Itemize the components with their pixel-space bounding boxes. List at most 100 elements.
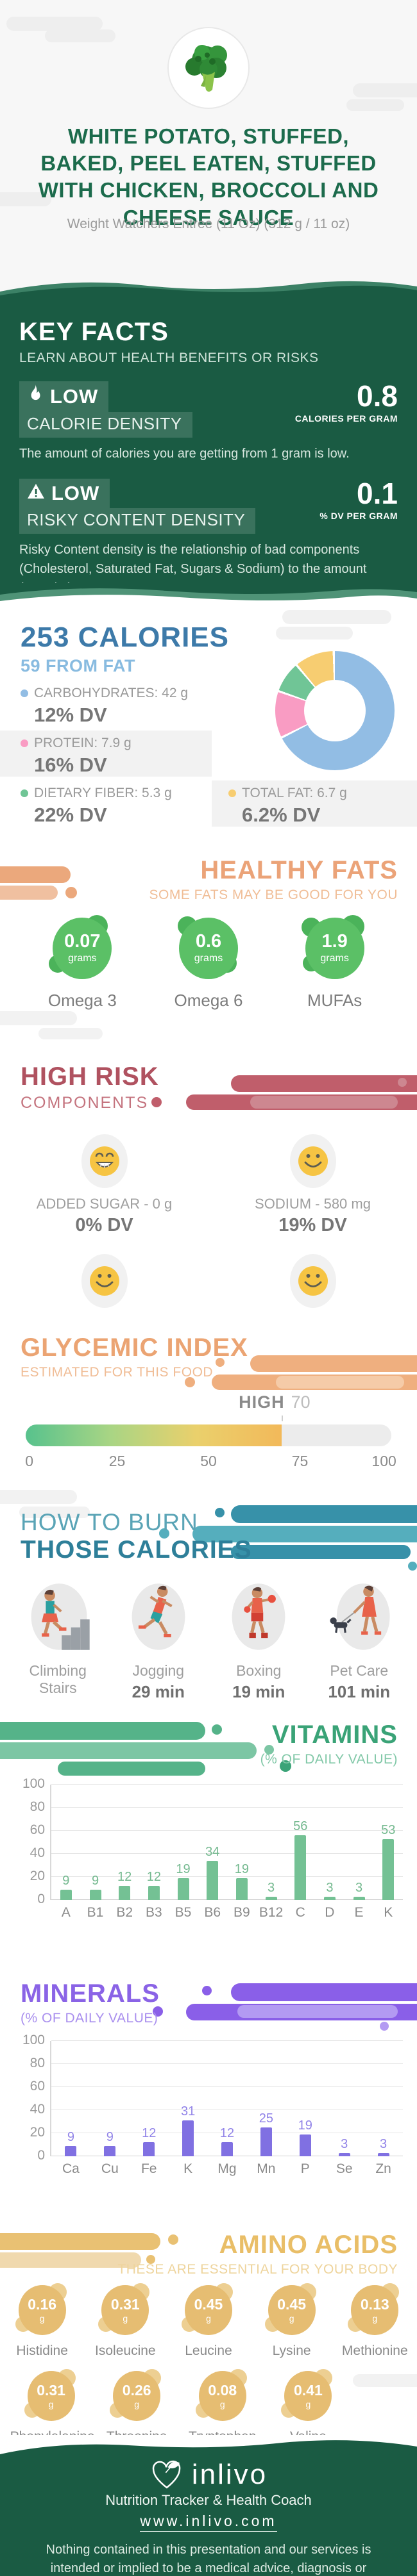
fact-description: The amount of calories you are getting f… [19, 447, 350, 461]
amino-acid-name: Isoleucine [95, 2343, 156, 2358]
cloud-decoration [346, 99, 404, 111]
x-axis-category-label: B6 [204, 1905, 221, 1920]
blob-decoration [398, 1078, 407, 1087]
blob-decoration [280, 1760, 291, 1772]
bar-value-label: 19 [234, 1862, 249, 1876]
x-axis-category-label: B3 [146, 1905, 162, 1920]
vitamins-title: VITAMINS [271, 1721, 398, 1749]
key-facts-subtitle: LEARN ABOUT HEALTH BENEFITS OR RISKS [19, 351, 319, 365]
blob-decoration [0, 886, 58, 900]
donut-hole [304, 680, 366, 741]
gold-blob-badge: 0.45 g [264, 2283, 319, 2337]
blob-decoration [264, 1745, 274, 1754]
bar-value-label: 12 [219, 2126, 235, 2141]
x-axis-category-label: B1 [87, 1905, 104, 1920]
x-axis-category-label: Mn [257, 2161, 276, 2176]
x-axis-category-label: Zn [375, 2161, 391, 2176]
blob-decoration [58, 1762, 205, 1776]
amino-acid-name: Leucine [185, 2343, 232, 2358]
amino-acid-leucine: 0.45 g Leucine [167, 2283, 250, 2359]
amino-acid-name: Phenylalanine [10, 2429, 95, 2435]
healthy-fats-title: HEALTHY FATS [200, 856, 398, 884]
blob-decoration [168, 2234, 178, 2245]
green-blob-badge: 0.07 grams [49, 915, 115, 982]
glycemic-scale: 0 25 50 75 100 [25, 1453, 396, 1469]
fiber-dot [21, 789, 28, 797]
gold-blob-badge: 0.08 g [195, 2369, 250, 2423]
bar [143, 2142, 155, 2156]
wave-divider [0, 2435, 417, 2457]
bar [148, 1886, 160, 1900]
blob-decoration [0, 2252, 141, 2268]
bar-value-label: 53 [381, 1822, 396, 1837]
brand-name: inlivo [191, 2459, 268, 2490]
website-link[interactable]: www.inlivo.com [140, 2513, 277, 2532]
gold-blob-badge: 0.31 g [24, 2369, 78, 2423]
boxing-figure [232, 1583, 285, 1650]
blob-decoration [151, 1097, 162, 1107]
amino-acid-name: Lysine [272, 2343, 311, 2358]
gridline: 80 [30, 2056, 403, 2070]
bar-value-label: 19 [176, 1862, 191, 1876]
gridline: 80 [30, 1799, 403, 1814]
y-axis-tick-label: 100 [22, 1776, 45, 1791]
x-axis-category-label: A [61, 1905, 71, 1920]
bar-value-label: 3 [380, 2136, 387, 2151]
bar [382, 1838, 395, 1900]
risk-sodium: SODIUM - 580 mg 19% DV [208, 1134, 417, 1236]
glycemic-value-label: HIGH 70 [239, 1392, 311, 1412]
bar [182, 2120, 194, 2156]
fact-calorie-density: LOW CALORIE DENSITY 0.8 CALORIES PER GRA… [19, 381, 398, 463]
bar [89, 1889, 101, 1900]
amino-row-2: 0.31g Phenylalanine 0.26g Threonine 0.08g Try… [6, 2369, 353, 2435]
amino-acid-name: Histidine [16, 2343, 68, 2358]
fact-value: 0.8 [357, 379, 398, 413]
x-axis-category-label: D [325, 1905, 335, 1920]
cloud-decoration [0, 1490, 77, 1504]
y-axis-tick-label: 60 [30, 2079, 45, 2093]
blob-decoration [276, 1376, 404, 1389]
smile-smiley-icon [81, 1254, 128, 1308]
gold-blob-badge: 0.45 g [181, 2283, 235, 2337]
legend-item-fiber: DIETARY FIBER: 5.3 g 22% DV [21, 786, 172, 827]
blob-decoration [202, 1986, 212, 1995]
smile-smiley-icon [289, 1134, 336, 1188]
warning-icon [27, 482, 45, 505]
blob-decoration [0, 866, 71, 883]
calories-from-fat: 59 FROM FAT [21, 656, 136, 675]
blob-decoration [231, 1983, 417, 2001]
food-image-circle [167, 27, 250, 109]
risk-added-sugar: ADDED SUGAR - 0 g 0% DV [0, 1134, 208, 1236]
bar [265, 1896, 277, 1900]
x-axis-category-label: Cu [101, 2161, 119, 2176]
green-blob-badge: 0.6 grams [175, 915, 242, 982]
bar-value-label: 9 [67, 2129, 74, 2144]
bar [207, 1860, 219, 1900]
healthy-fat-omega3: 0.07 grams Omega 3 [24, 915, 140, 1011]
x-axis-category-label: Se [336, 2161, 353, 2176]
burn-title-line2: THOSE CALORIES [21, 1536, 252, 1564]
amino-acid-valine: 0.41g Valine [267, 2369, 349, 2435]
y-axis-tick-label: 20 [30, 1869, 45, 1883]
blob-decoration [185, 1377, 195, 1387]
dog-walking-figure [330, 1583, 390, 1650]
gridline: 40 [30, 1845, 403, 1860]
glycemic-index-section: GLYCEMIC INDEX ESTIMATED FOR THIS FOOD H… [0, 1317, 417, 1483]
bar-value-label: 12 [146, 1870, 161, 1885]
legend-item-total-fat: TOTAL FAT: 6.7 g 6.2% DV [228, 786, 347, 827]
legend-band [0, 731, 212, 777]
gold-blob-badge: 0.41 g [281, 2369, 335, 2423]
vitamins-chart: 0 20 40 60 80 100 9 9 12 12 19 34 19 3 56 3 3 53 A B1 B2 B3 B5… [19, 1776, 403, 1920]
gridline: 20 [30, 1869, 403, 1883]
bar-value-label: 56 [293, 1819, 308, 1834]
key-facts-title: KEY FACTS [19, 318, 169, 346]
bar-value-label: 31 [180, 2104, 196, 2119]
x-axis-category-label: Mg [217, 2161, 237, 2176]
blob-decoration [192, 1526, 417, 1542]
fat-dot [228, 789, 236, 797]
healthy-fat-mufas: 1.9 grams MUFAs [277, 915, 393, 1011]
healthy-fat-omega6: 0.6 grams Omega 6 [151, 915, 266, 1011]
page-title: WHITE POTATO, STUFFED, BAKED, PEEL EATEN… [38, 124, 379, 229]
key-facts-section: KEY FACTS LEARN ABOUT HEALTH BENEFITS OR… [0, 301, 417, 583]
amino-row-1: 0.16 g Histidine 0.31 g Isoleucine 0.45 g Leucin… [0, 2283, 417, 2359]
